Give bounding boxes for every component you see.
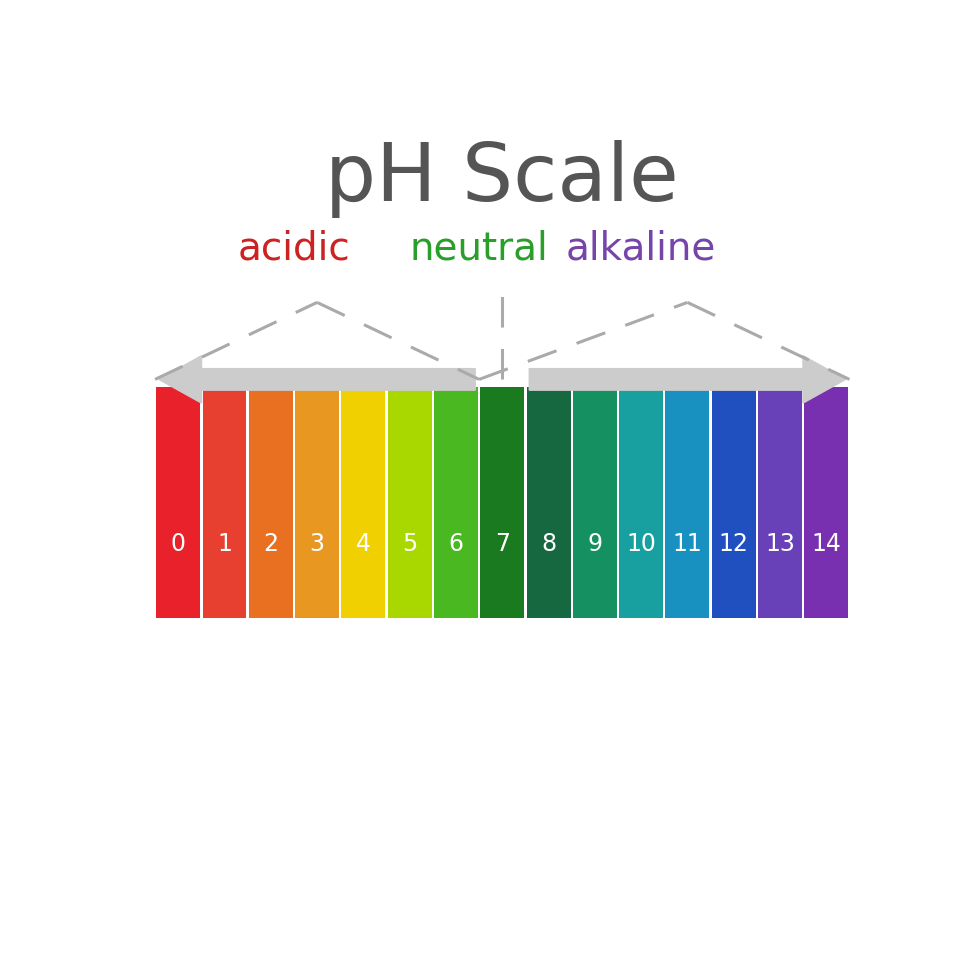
Text: 6: 6 <box>449 532 464 557</box>
Text: 0: 0 <box>171 532 185 557</box>
Text: acidic: acidic <box>237 229 350 268</box>
Text: 5: 5 <box>402 532 417 557</box>
Text: 8: 8 <box>541 532 556 557</box>
Text: neutral: neutral <box>410 229 549 268</box>
Bar <box>249 387 293 618</box>
Bar <box>156 387 200 618</box>
Text: 2: 2 <box>264 532 278 557</box>
Bar <box>295 387 339 618</box>
Bar <box>480 387 524 618</box>
Bar <box>758 387 802 618</box>
Bar <box>388 387 431 618</box>
Bar <box>619 387 663 618</box>
Text: 11: 11 <box>672 532 703 557</box>
Text: 1: 1 <box>217 532 232 557</box>
Text: 3: 3 <box>310 532 324 557</box>
FancyArrow shape <box>159 356 475 403</box>
Bar <box>665 387 710 618</box>
Bar <box>526 387 570 618</box>
Bar <box>573 387 616 618</box>
Text: 9: 9 <box>587 532 603 557</box>
Text: 12: 12 <box>718 532 749 557</box>
Text: 7: 7 <box>495 532 510 557</box>
FancyArrow shape <box>529 356 846 403</box>
Text: 4: 4 <box>356 532 370 557</box>
Text: alkaline: alkaline <box>565 229 716 268</box>
Bar <box>341 387 385 618</box>
Text: 13: 13 <box>765 532 795 557</box>
Bar <box>805 387 849 618</box>
Text: 10: 10 <box>626 532 656 557</box>
Bar <box>711 387 756 618</box>
Bar <box>434 387 478 618</box>
Bar <box>203 387 247 618</box>
Text: pH Scale: pH Scale <box>325 140 679 219</box>
Text: 14: 14 <box>811 532 841 557</box>
